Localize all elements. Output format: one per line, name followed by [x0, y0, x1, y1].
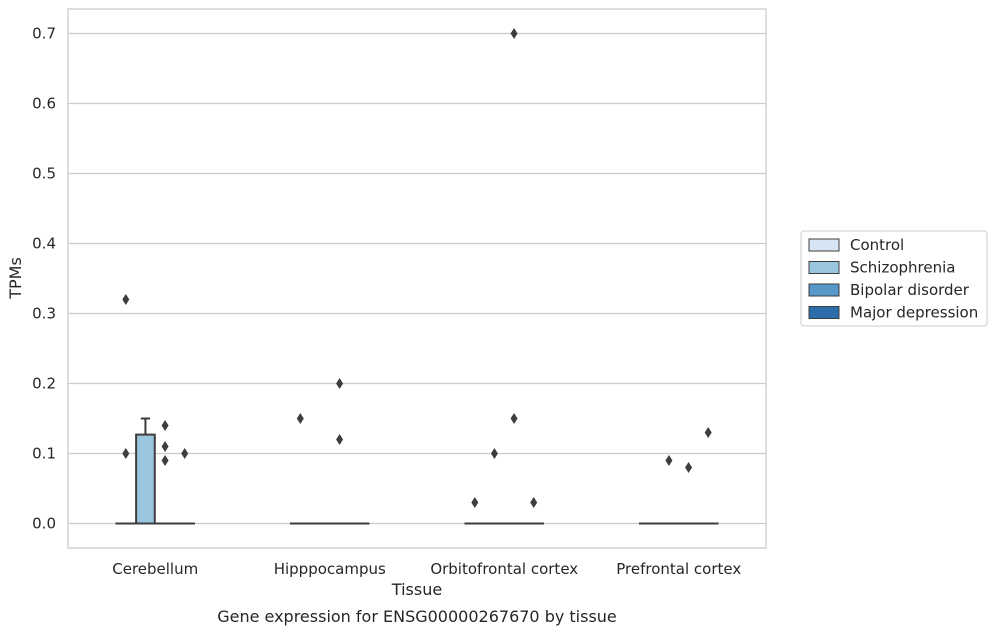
- plot-frame: [67, 8, 767, 549]
- legend-label: Control: [850, 236, 904, 254]
- outlier-point: [336, 434, 344, 445]
- outlier-point: [161, 455, 169, 466]
- outliers: [122, 28, 712, 508]
- y-tick-label: 0.4: [32, 235, 56, 253]
- x-tick-label: Orbitofrontal cortex: [430, 560, 578, 578]
- outlier-point: [122, 448, 130, 459]
- y-axis-label: TPMs: [6, 257, 25, 300]
- y-tick-labels: 0.0 0.1 0.2 0.3 0.4 0.5 0.6 0.7: [32, 25, 56, 533]
- x-axis-label: Tissue: [391, 580, 442, 599]
- outlier-point: [181, 448, 189, 459]
- legend-swatch: [808, 306, 840, 319]
- outlier-point: [685, 462, 693, 473]
- box-schizophrenia: [135, 417, 156, 525]
- outlier-point: [510, 413, 518, 424]
- outlier-point: [530, 497, 538, 508]
- x-tick-labels: Cerebellum Hipppocampus Orbitofrontal cort…: [112, 560, 741, 578]
- outlier-point: [122, 294, 130, 305]
- outlier-point: [161, 441, 169, 452]
- boxes: [115, 417, 719, 525]
- outlier-point: [510, 28, 518, 39]
- y-tick-label: 0.0: [32, 515, 56, 533]
- outlier-point: [665, 455, 673, 466]
- legend-swatch: [808, 261, 840, 274]
- y-tick-label: 0.2: [32, 375, 56, 393]
- outlier-point: [336, 378, 344, 389]
- y-tick-label: 0.3: [32, 305, 56, 323]
- y-tick-label: 0.5: [32, 165, 56, 183]
- legend-label: Schizophrenia: [850, 259, 955, 277]
- outlier-point: [471, 497, 479, 508]
- legend-swatch: [808, 283, 840, 297]
- outlier-point: [704, 427, 712, 438]
- outlier-point: [296, 413, 304, 424]
- legend-frame: [800, 230, 988, 327]
- legend-swatch: [808, 238, 840, 252]
- y-tick-label: 0.1: [32, 445, 56, 463]
- x-tick-label: Cerebellum: [112, 560, 198, 578]
- legend-label: Major depression: [850, 304, 978, 322]
- x-tick-label: Hipppocampus: [274, 560, 386, 578]
- chart-caption: Gene expression for ENSG00000267670 by t…: [217, 607, 617, 626]
- y-tick-label: 0.6: [32, 95, 56, 113]
- x-tick-label: Prefrontal cortex: [616, 560, 741, 578]
- outlier-point: [490, 448, 498, 459]
- gridlines: [68, 32, 766, 525]
- legend: Control Schizophrenia Bipolar disorder Majo…: [800, 230, 988, 327]
- y-tick-label: 0.7: [32, 25, 56, 43]
- legend-label: Bipolar disorder: [850, 281, 970, 299]
- box-body: [135, 433, 156, 525]
- outlier-point: [161, 420, 169, 431]
